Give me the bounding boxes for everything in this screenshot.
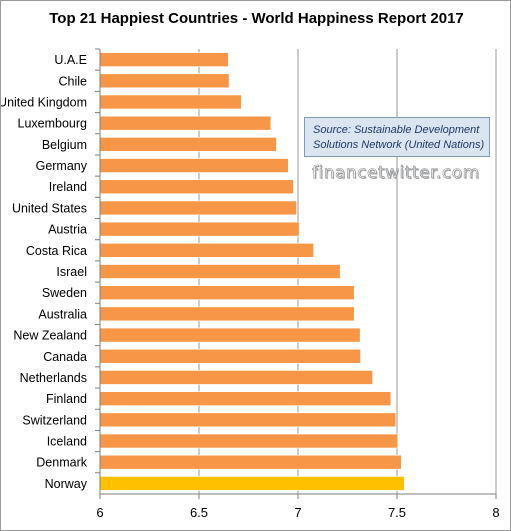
x-tick-label: 7 xyxy=(294,505,301,520)
category-label: United Kingdom xyxy=(1,95,87,109)
x-tick-label: 6 xyxy=(96,505,103,520)
category-label: Switzerland xyxy=(22,413,87,427)
category-label: Australia xyxy=(38,307,87,321)
source-line-1: Source: Sustainable Development xyxy=(313,124,480,136)
bar xyxy=(99,243,314,258)
bars xyxy=(99,52,405,491)
category-label: Finland xyxy=(46,392,87,406)
bar xyxy=(99,73,230,89)
chart-title: Top 21 Happiest Countries - World Happin… xyxy=(49,10,464,27)
category-label: Sweden xyxy=(42,286,87,300)
category-label: Austria xyxy=(48,223,87,237)
category-label: Chile xyxy=(59,74,88,88)
bar xyxy=(99,370,373,385)
category-label: Denmark xyxy=(36,456,87,470)
bar xyxy=(99,348,361,364)
category-label: Iceland xyxy=(47,435,87,449)
watermark-logo: financetwitter.com xyxy=(312,163,480,184)
category-label: U.A.E xyxy=(54,53,87,67)
category-label: Luxembourg xyxy=(18,117,88,131)
bar xyxy=(99,412,397,428)
x-tick-label: 7.5 xyxy=(388,505,406,520)
bar xyxy=(99,115,272,131)
bar xyxy=(99,327,361,343)
bar xyxy=(99,200,297,216)
x-tick-labels: 6 6.5 7 7.5 8 xyxy=(96,494,500,520)
category-label: Costa Rica xyxy=(26,244,87,258)
bar xyxy=(99,264,341,279)
bar xyxy=(99,454,402,470)
category-label: Belgium xyxy=(42,138,87,152)
bar xyxy=(99,137,277,152)
source-line-2: Solutions Network (United Nations) xyxy=(313,139,485,151)
category-labels: U.A.E Chile United Kingdom Luxembourg Belgiu… xyxy=(1,48,100,491)
x-tick-label: 6.5 xyxy=(190,505,208,520)
category-label: Norway xyxy=(45,477,88,491)
category-label: Ireland xyxy=(49,180,87,194)
bar xyxy=(99,285,355,300)
bar xyxy=(99,158,289,173)
bar xyxy=(99,306,355,322)
bar xyxy=(99,94,242,110)
category-label: Canada xyxy=(43,350,87,364)
bar xyxy=(99,221,300,237)
bar xyxy=(99,179,294,195)
bar xyxy=(99,476,405,491)
category-label: New Zealand xyxy=(13,329,87,343)
source-note: Source: Sustainable Development Solution… xyxy=(304,117,490,157)
category-label: Netherlands xyxy=(20,371,87,385)
bar xyxy=(99,52,229,67)
category-label: Israel xyxy=(56,265,87,279)
bar xyxy=(99,391,392,406)
category-label: Germany xyxy=(36,159,88,173)
category-label: United States xyxy=(12,201,87,215)
x-tick-label: 8 xyxy=(492,505,499,520)
bar xyxy=(99,433,399,449)
